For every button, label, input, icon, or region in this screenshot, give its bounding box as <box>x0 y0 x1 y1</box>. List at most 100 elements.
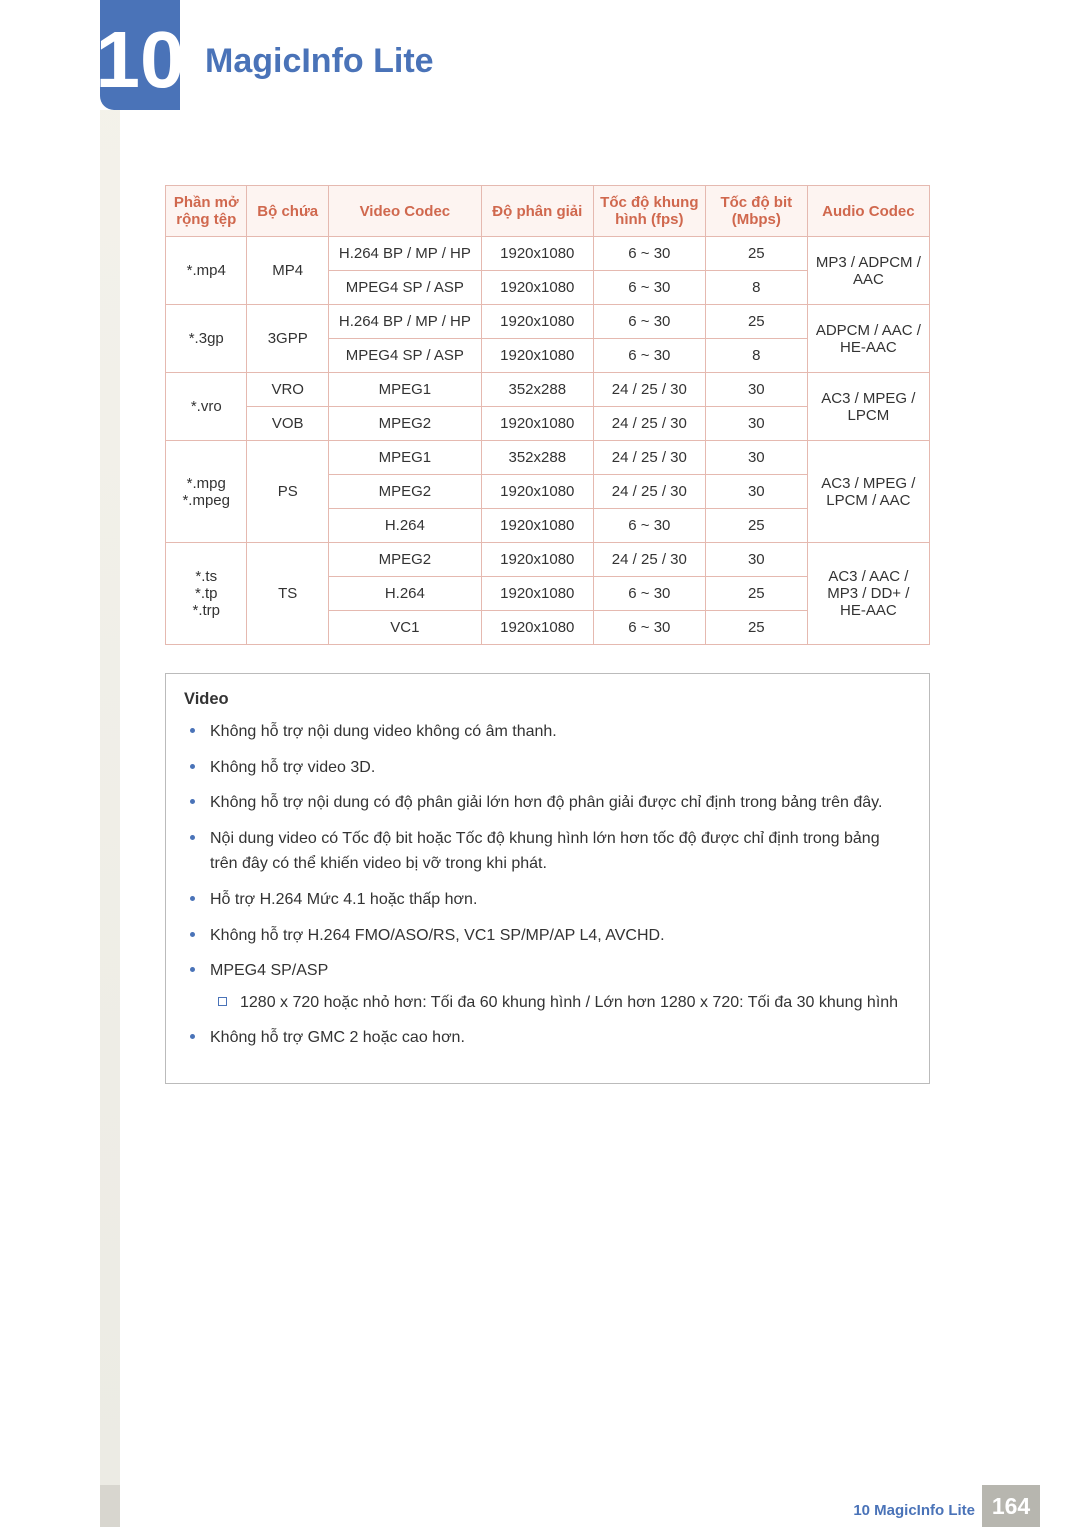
cell-audio: ADPCM / AAC / HE-AAC <box>807 305 929 373</box>
video-notes-title: Video <box>184 690 911 709</box>
cell-resolution: 1920x1080 <box>481 407 593 441</box>
cell-bitrate: 25 <box>705 509 807 543</box>
cell-resolution: 1920x1080 <box>481 611 593 645</box>
cell-fps: 6 ~ 30 <box>593 305 705 339</box>
cell-bitrate: 30 <box>705 475 807 509</box>
note-subitem: 1280 x 720 hoặc nhỏ hơn: Tối đa 60 khung… <box>210 990 911 1016</box>
cell-codec: VC1 <box>328 611 481 645</box>
cell-bitrate: 30 <box>705 543 807 577</box>
th-bit: Tốc độ bit (Mbps) <box>705 186 807 237</box>
cell-resolution: 1920x1080 <box>481 543 593 577</box>
note-item: Không hỗ trợ video 3D. <box>184 755 911 781</box>
th-audio: Audio Codec <box>807 186 929 237</box>
cell-fps: 6 ~ 30 <box>593 339 705 373</box>
cell-container: VOB <box>247 407 328 441</box>
note-item: Không hỗ trợ H.264 FMO/ASO/RS, VC1 SP/MP… <box>184 923 911 949</box>
table-row: *.vroVROMPEG1352x28824 / 25 / 3030AC3 / … <box>166 373 930 407</box>
cell-audio: AC3 / MPEG / LPCM / AAC <box>807 441 929 543</box>
cell-resolution: 1920x1080 <box>481 305 593 339</box>
th-codec: Video Codec <box>328 186 481 237</box>
cell-bitrate: 30 <box>705 441 807 475</box>
cell-resolution: 1920x1080 <box>481 475 593 509</box>
cell-ext: *.mpg*.mpeg <box>166 441 247 543</box>
footer-page-number: 164 <box>992 1493 1030 1520</box>
cell-bitrate: 25 <box>705 305 807 339</box>
cell-codec: MPEG4 SP / ASP <box>328 339 481 373</box>
cell-fps: 24 / 25 / 30 <box>593 373 705 407</box>
video-notes-box: Video Không hỗ trợ nội dung video không … <box>165 673 930 1084</box>
cell-resolution: 1920x1080 <box>481 339 593 373</box>
cell-resolution: 1920x1080 <box>481 271 593 305</box>
cell-ext: *.vro <box>166 373 247 441</box>
cell-audio: AC3 / AAC / MP3 / DD+ / HE-AAC <box>807 543 929 645</box>
cell-codec: H.264 <box>328 577 481 611</box>
table-row: *.mpg*.mpegPSMPEG1352x28824 / 25 / 3030A… <box>166 441 930 475</box>
cell-fps: 6 ~ 30 <box>593 611 705 645</box>
cell-fps: 6 ~ 30 <box>593 509 705 543</box>
note-item: MPEG4 SP/ASP1280 x 720 hoặc nhỏ hơn: Tối… <box>184 958 911 1015</box>
cell-fps: 6 ~ 30 <box>593 271 705 305</box>
table-row: *.3gp3GPPH.264 BP / MP / HP1920x10806 ~ … <box>166 305 930 339</box>
footer-sidebar-block <box>100 1485 120 1527</box>
cell-audio: MP3 / ADPCM / AAC <box>807 237 929 305</box>
cell-bitrate: 30 <box>705 373 807 407</box>
page-content: Phần mở rộng tệp Bộ chứa Video Codec Độ … <box>165 185 930 1084</box>
cell-ext: *.3gp <box>166 305 247 373</box>
cell-bitrate: 25 <box>705 237 807 271</box>
note-item: Nội dung video có Tốc độ bit hoặc Tốc độ… <box>184 826 911 877</box>
cell-bitrate: 8 <box>705 271 807 305</box>
chapter-header: 10 MagicInfo Lite <box>0 0 1080 110</box>
th-cont: Bộ chứa <box>247 186 328 237</box>
note-item: Hỗ trợ H.264 Mức 4.1 hoặc thấp hơn. <box>184 887 911 913</box>
page-footer: 10 MagicInfo Lite 164 <box>0 1485 1080 1527</box>
cell-resolution: 352x288 <box>481 373 593 407</box>
cell-bitrate: 25 <box>705 577 807 611</box>
note-item: Không hỗ trợ nội dung video không có âm … <box>184 719 911 745</box>
codec-table-body: *.mp4MP4H.264 BP / MP / HP1920x10806 ~ 3… <box>166 237 930 645</box>
cell-codec: MPEG4 SP / ASP <box>328 271 481 305</box>
cell-audio: AC3 / MPEG / LPCM <box>807 373 929 441</box>
cell-codec: H.264 BP / MP / HP <box>328 305 481 339</box>
cell-container: 3GPP <box>247 305 328 373</box>
note-item: Không hỗ trợ nội dung có độ phân giải lớ… <box>184 790 911 816</box>
cell-codec: MPEG1 <box>328 441 481 475</box>
chapter-number: 10 <box>96 20 185 100</box>
note-item: Không hỗ trợ GMC 2 hoặc cao hơn. <box>184 1025 911 1051</box>
cell-container: TS <box>247 543 328 645</box>
footer-page-box: 164 <box>982 1485 1040 1527</box>
cell-fps: 6 ~ 30 <box>593 237 705 271</box>
cell-fps: 24 / 25 / 30 <box>593 407 705 441</box>
th-fps: Tốc độ khung hình (fps) <box>593 186 705 237</box>
cell-resolution: 1920x1080 <box>481 509 593 543</box>
cell-ext: *.ts*.tp*.trp <box>166 543 247 645</box>
cell-bitrate: 25 <box>705 611 807 645</box>
chapter-badge: 10 <box>100 0 180 110</box>
cell-codec: MPEG2 <box>328 407 481 441</box>
cell-fps: 24 / 25 / 30 <box>593 543 705 577</box>
codec-table: Phần mở rộng tệp Bộ chứa Video Codec Độ … <box>165 185 930 645</box>
cell-container: MP4 <box>247 237 328 305</box>
chapter-title: MagicInfo Lite <box>205 42 434 81</box>
cell-resolution: 1920x1080 <box>481 577 593 611</box>
cell-fps: 6 ~ 30 <box>593 577 705 611</box>
cell-container: PS <box>247 441 328 543</box>
cell-codec: H.264 BP / MP / HP <box>328 237 481 271</box>
footer-label: 10 MagicInfo Lite <box>853 1502 975 1519</box>
th-ext: Phần mở rộng tệp <box>166 186 247 237</box>
cell-codec: H.264 <box>328 509 481 543</box>
cell-bitrate: 30 <box>705 407 807 441</box>
cell-fps: 24 / 25 / 30 <box>593 475 705 509</box>
sidebar-strip <box>100 0 120 1485</box>
cell-resolution: 352x288 <box>481 441 593 475</box>
cell-ext: *.mp4 <box>166 237 247 305</box>
table-row: *.ts*.tp*.trpTSMPEG21920x108024 / 25 / 3… <box>166 543 930 577</box>
cell-codec: MPEG2 <box>328 543 481 577</box>
cell-container: VRO <box>247 373 328 407</box>
cell-resolution: 1920x1080 <box>481 237 593 271</box>
cell-bitrate: 8 <box>705 339 807 373</box>
table-header-row: Phần mở rộng tệp Bộ chứa Video Codec Độ … <box>166 186 930 237</box>
cell-codec: MPEG1 <box>328 373 481 407</box>
table-row: *.mp4MP4H.264 BP / MP / HP1920x10806 ~ 3… <box>166 237 930 271</box>
th-res: Độ phân giải <box>481 186 593 237</box>
video-notes-list: Không hỗ trợ nội dung video không có âm … <box>184 719 911 1051</box>
